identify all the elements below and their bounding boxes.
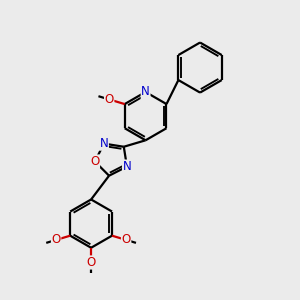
- Text: O: O: [86, 256, 96, 269]
- Text: O: O: [104, 93, 114, 106]
- Text: O: O: [52, 233, 61, 246]
- Text: O: O: [122, 233, 131, 246]
- Text: N: N: [100, 137, 108, 150]
- Text: O: O: [90, 155, 100, 168]
- Text: N: N: [141, 85, 150, 98]
- Text: N: N: [123, 160, 131, 173]
